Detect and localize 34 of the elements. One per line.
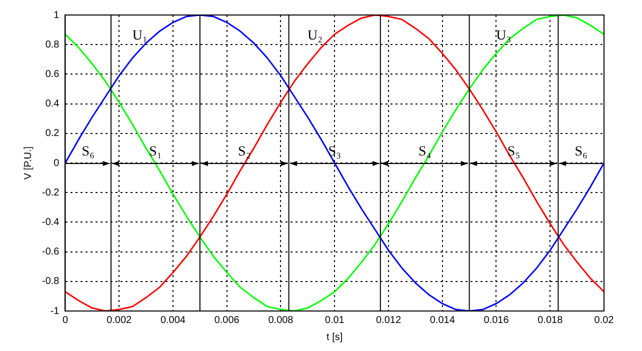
annotation: S₄: [418, 144, 432, 160]
x-tick-label: 0.02: [594, 314, 614, 326]
y-tick-label: -0.8: [42, 276, 60, 288]
x-tick-label: 0.006: [214, 314, 240, 326]
y-tick-label: 0.2: [45, 128, 60, 140]
x-axis-title: t [s]: [326, 332, 343, 343]
annotation: S₆: [82, 144, 95, 160]
x-tick-label: 0.016: [484, 314, 510, 326]
y-tick-label: 1: [54, 10, 60, 21]
annotation: S₃: [328, 144, 342, 160]
x-tick-label: 0.01: [324, 314, 345, 326]
x-tick-label: 0.002: [106, 314, 132, 326]
y-tick-label: 0.8: [45, 39, 60, 50]
y-axis-title: V [P.U.]: [22, 146, 34, 180]
series-label: U₂: [308, 28, 323, 44]
x-tick-label: 0: [62, 314, 68, 326]
series-label: U₃: [496, 28, 512, 44]
y-tick-label: -1: [50, 306, 60, 317]
annotation: S₅: [507, 144, 520, 160]
x-tick-label: 0.004: [160, 314, 186, 326]
y-tick-label: -0.2: [42, 187, 60, 198]
x-tick-label: 0.008: [268, 314, 294, 326]
x-tick-label: 0.018: [538, 314, 564, 326]
y-tick-label: 0: [54, 158, 60, 169]
y-tick-label: -0.4: [42, 216, 60, 228]
y-tick-label: -0.6: [42, 246, 60, 258]
x-tick-label: 0.014: [430, 314, 456, 326]
annotation: S₁: [149, 144, 162, 160]
annotation: S₂: [238, 144, 251, 160]
y-tick-label: 0.6: [45, 68, 60, 80]
series-label: U₁: [132, 28, 148, 44]
x-tick-label: 0.012: [376, 314, 402, 326]
annotation: S₆: [574, 144, 588, 160]
y-tick-label: 0.4: [45, 98, 60, 110]
